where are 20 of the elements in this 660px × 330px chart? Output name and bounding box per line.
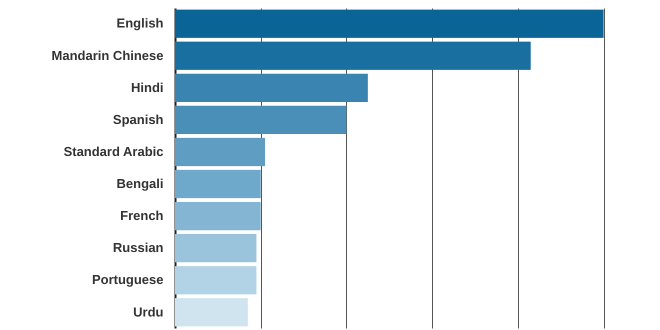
bar — [175, 106, 346, 134]
bar — [175, 266, 256, 294]
y-tick-label: Standard Arabic — [64, 144, 164, 159]
bar — [175, 170, 261, 198]
y-tick-label: Bengali — [116, 176, 164, 192]
bar — [175, 298, 248, 326]
bar — [175, 10, 604, 38]
y-tick-label: Hindi — [131, 80, 164, 95]
y-tick-label: Urdu — [133, 304, 164, 320]
y-tick-label: French — [120, 208, 164, 224]
y-tick-label: Russian — [112, 240, 164, 256]
y-tick-label: Mandarin Chinese — [52, 48, 164, 63]
bar — [175, 234, 256, 262]
bar — [175, 138, 265, 166]
bar — [175, 74, 368, 102]
bar — [175, 202, 261, 230]
y-tick-label: Portuguese — [92, 272, 164, 288]
bar — [175, 42, 531, 70]
y-tick-label: English — [116, 16, 164, 31]
y-tick-label: Spanish — [112, 112, 164, 127]
